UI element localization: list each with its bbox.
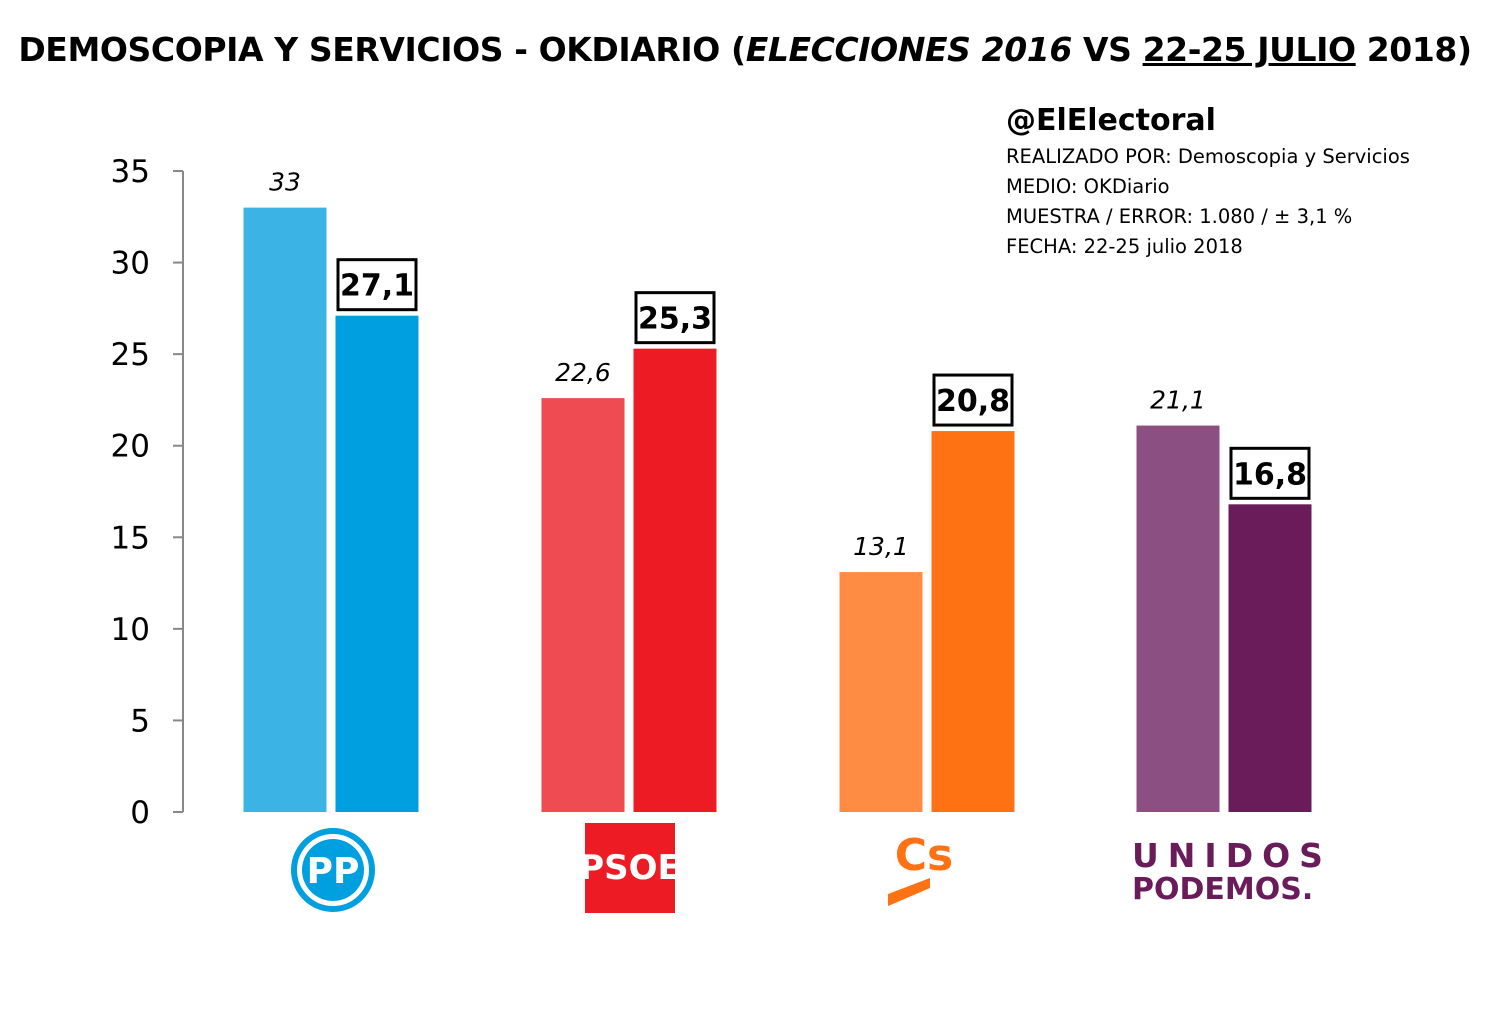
cs-logo-text: Cs	[895, 830, 953, 881]
unidos-logo-line1: UNIDOS	[1132, 836, 1332, 875]
bar-2016	[839, 572, 923, 812]
data-label-2018: 16,8	[1233, 457, 1307, 492]
bar-2018	[633, 348, 717, 812]
y-tick-label: 25	[111, 337, 150, 373]
bar-2018	[931, 431, 1015, 812]
cs-logo: Cs	[888, 830, 953, 906]
pp-logo-text: PP	[307, 851, 360, 892]
data-label-2018: 27,1	[340, 269, 414, 304]
data-label-2016: 21,1	[1150, 386, 1206, 415]
title-part3: 2018)	[1355, 30, 1472, 69]
y-tick-label: 15	[111, 520, 150, 556]
info-line-date: FECHA: 22-25 julio 2018	[1006, 235, 1243, 258]
title-underlined: 22-25 JULIO	[1142, 30, 1356, 69]
info-line-sample: MUESTRA / ERROR: 1.080 / ± 3,1 %	[1006, 205, 1353, 228]
pp-logo: PP	[291, 828, 375, 912]
bar-2016	[1136, 425, 1220, 812]
data-label-2016: 22,6	[555, 358, 611, 387]
title-part1: DEMOSCOPIA Y SERVICIOS - OKDIARIO (	[18, 30, 746, 69]
y-tick-label: 20	[111, 429, 150, 465]
info-line-author: REALIZADO POR: Demoscopia y Servicios	[1006, 145, 1410, 168]
y-tick-label: 30	[111, 246, 150, 282]
title-part2: VS	[1071, 30, 1143, 69]
bar-2016	[541, 398, 625, 812]
chart-title: DEMOSCOPIA Y SERVICIOS - OKDIARIO (ELECC…	[0, 30, 1490, 69]
bar-2016	[243, 207, 327, 813]
y-tick-label: 35	[111, 154, 150, 190]
data-label-2016: 33	[269, 168, 301, 197]
data-label-box-2018	[932, 373, 1014, 427]
unidos-podemos-logo: UNIDOS PODEMOS.	[1132, 836, 1332, 907]
psoe-logo-text: PSOE	[579, 848, 681, 888]
y-tick-label: 5	[130, 703, 150, 739]
data-label-box-2018	[336, 258, 418, 312]
data-label-2016: 13,1	[853, 532, 909, 561]
info-handle: @ElElectoral	[1006, 103, 1216, 138]
bar-2018	[1228, 504, 1312, 812]
title-italic: ELECCIONES 2016	[745, 30, 1073, 69]
cs-logo-swoosh	[888, 878, 930, 906]
data-label-box-2018	[1229, 446, 1311, 500]
psoe-logo: PSOE	[579, 823, 681, 913]
bar-2018	[335, 315, 419, 812]
info-line-medium: MEDIO: OKDiario	[1006, 175, 1170, 198]
y-tick-label: 10	[111, 612, 150, 648]
unidos-logo-line2: PODEMOS.	[1132, 872, 1314, 907]
data-label-2018: 25,3	[638, 302, 712, 337]
data-label-box-2018	[634, 291, 716, 345]
info-box: @ElElectoral REALIZADO POR: Demoscopia y…	[1006, 103, 1410, 262]
data-label-2018: 20,8	[936, 384, 1010, 419]
y-tick-label: 0	[130, 795, 150, 831]
